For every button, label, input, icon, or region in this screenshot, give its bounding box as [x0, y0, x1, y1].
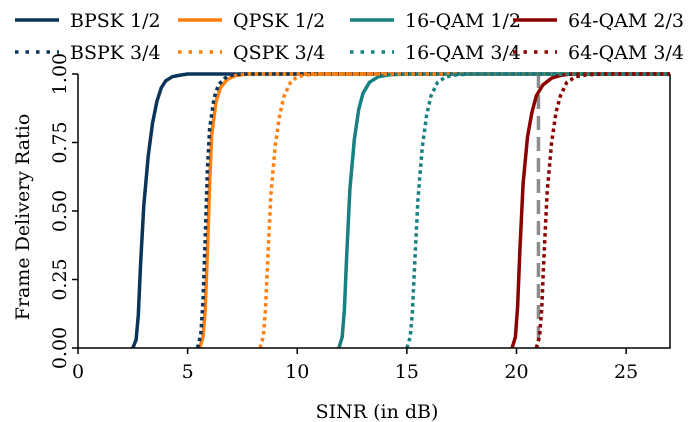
- series-line-qpsk-1-2: [198, 72, 670, 349]
- series-line-64-qam-3-4: [534, 72, 670, 349]
- legend-label-16-qam-1-2: 16-QAM 1/2: [405, 10, 521, 32]
- legend-label-qspk-3-4: QSPK 3/4: [233, 42, 325, 64]
- series-line-qspk-3-4: [258, 72, 670, 349]
- x-tick-label: 15: [395, 361, 419, 383]
- series-line-16-qam-1-2: [337, 72, 670, 349]
- legend-label-64-qam-2-3: 64-QAM 2/3: [568, 10, 684, 32]
- legend-label-qpsk-1-2: QPSK 1/2: [233, 10, 325, 32]
- x-tick-label: 5: [182, 361, 194, 383]
- x-tick-label: 25: [614, 361, 638, 383]
- series-line-16-qam-3-4: [405, 72, 670, 349]
- series-line-bspk-3-4: [195, 72, 670, 349]
- series-line-64-qam-2-3: [510, 72, 670, 349]
- x-axis-label: SINR (in dB): [316, 401, 439, 422]
- legend-label-bspk-3-4: BSPK 3/4: [70, 42, 161, 64]
- y-tick-label: 0.25: [49, 258, 71, 300]
- legend-label-bpsk-1-2: BPSK 1/2: [70, 10, 161, 32]
- axes: 0 5 10 15 20 25 0.00 0.25 0.50 0.75 1.00: [49, 53, 671, 383]
- legend: BPSK 1/2 QPSK 1/2 16-QAM 1/2 64-QAM 2/3 BSPK…: [15, 10, 684, 64]
- legend-label-64-qam-3-4: 64-QAM 3/4: [568, 42, 684, 64]
- x-tick-label: 0: [72, 361, 84, 383]
- y-tick-label: 0.50: [49, 190, 71, 232]
- legend-label-16-qam-3-4: 16-QAM 3/4: [405, 42, 521, 64]
- plot-area: [131, 72, 670, 349]
- axes-frame: [77, 74, 671, 349]
- x-tick-label: 10: [285, 361, 309, 383]
- y-tick-label: 1.00: [49, 53, 71, 95]
- y-tick-label: 0.00: [49, 327, 71, 369]
- series-line-bpsk-1-2: [131, 72, 670, 349]
- y-axis-label: Frame Delivery Ratio: [12, 114, 34, 321]
- x-tick-label: 20: [504, 361, 528, 383]
- y-tick-label: 0.75: [49, 121, 71, 163]
